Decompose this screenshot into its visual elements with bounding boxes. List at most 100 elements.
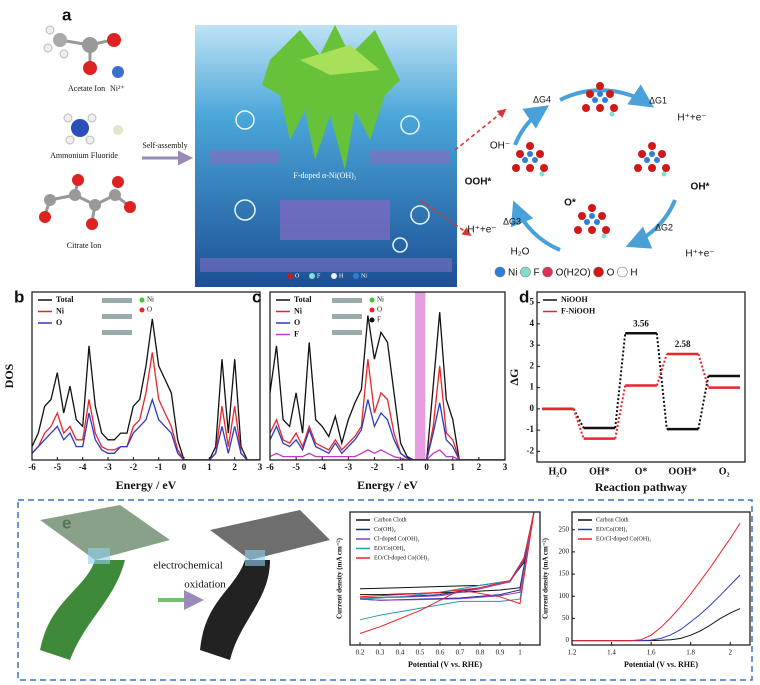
x-tick-label: -3: [104, 462, 112, 472]
caption: electrochemical: [153, 560, 223, 572]
atom: [606, 90, 614, 98]
atom: [634, 164, 642, 172]
atom: [527, 151, 533, 157]
x-tick-label: 3: [258, 462, 263, 472]
atom: [522, 157, 528, 163]
x-tick-label: 0.5: [416, 649, 425, 657]
atom: [609, 111, 615, 117]
panel-letter: c: [252, 287, 261, 306]
y-tick-label: 50: [562, 614, 570, 622]
species-label: H⁺+e⁻: [677, 113, 706, 124]
x-tick-label: 2: [232, 462, 237, 472]
legend-label: F: [317, 273, 321, 279]
arrow: [419, 199, 472, 237]
citrate-molecule: [39, 174, 136, 230]
inset-slab: [102, 298, 132, 303]
species-label: H⁺+e⁻: [685, 249, 714, 260]
species-label: H₂O: [511, 247, 530, 258]
y-axis-label: ΔG: [507, 369, 521, 386]
x-tick-label: -2: [371, 462, 379, 472]
panel-letter: a: [62, 5, 72, 24]
atom: [582, 104, 590, 112]
y-tick-label: 0: [566, 636, 570, 644]
legend-label: O: [295, 273, 300, 279]
species-label: O*: [564, 198, 576, 209]
molecule-label: Ammonium Fluoride: [50, 151, 118, 160]
y-tick-label: 4: [530, 318, 535, 328]
x-tick-label: O*: [635, 466, 648, 477]
series-line: [32, 397, 260, 460]
legend-label: Ni: [361, 273, 367, 279]
atom: [658, 150, 666, 158]
electrode-illustration: [40, 505, 330, 660]
legend-label: EO/Co(OH)₂: [596, 526, 627, 533]
x-tick-label: -4: [318, 462, 326, 472]
atom: [526, 164, 534, 172]
legend-label: EO/Cl-doped Co(OH)₂: [596, 535, 651, 542]
atom: [532, 157, 538, 163]
arrow: [454, 108, 507, 151]
legend-label: Carbon Cloth: [596, 517, 629, 523]
step-label: ΔG4: [533, 94, 551, 104]
atom: [610, 104, 618, 112]
x-tick-label: 1: [207, 462, 212, 472]
legend-swatch: [287, 273, 293, 279]
inset-slab: [102, 314, 132, 319]
step-label: ΔG1: [649, 95, 667, 105]
x-tick-label: O₂: [719, 466, 730, 477]
y-tick-label: 200: [559, 548, 570, 556]
atom: [540, 164, 548, 172]
x-tick-label: -6: [28, 462, 36, 472]
y-tick-label: 150: [559, 570, 570, 578]
atom: [662, 164, 670, 172]
legend-label: Total: [56, 295, 74, 304]
legend-label: EO/Co(OH)₂: [374, 545, 405, 552]
series-line: [359, 512, 535, 634]
x-tick-label: 3: [503, 462, 508, 472]
chart: 0.2 0.3 0.4 0.5 0.6 0.7 0.8 0.9 1 Carbon Cloth Co(…: [336, 511, 541, 669]
x-axis-label: Energy / eV: [357, 478, 418, 492]
y-tick-label: -1: [527, 424, 535, 434]
series-line: [572, 522, 741, 642]
species-label: OH*: [691, 182, 710, 193]
step-label: ΔG2: [655, 222, 673, 232]
y-tick-label: 100: [559, 592, 570, 600]
legend-label: Ni: [294, 306, 303, 315]
atom: [597, 91, 603, 97]
legend-label: O(H2O): [556, 268, 591, 279]
x-tick-label: 1.4: [607, 649, 616, 657]
ammonium-fluoride-molecule: [63, 113, 123, 145]
value-label: 2.58: [675, 339, 691, 349]
image-label: F-doped α-Ni(OH)₂: [293, 171, 356, 180]
legend-label: F: [533, 268, 539, 279]
x-tick-label: 0.4: [396, 649, 405, 657]
legend-swatch: [331, 273, 337, 279]
x-tick-label: 0.9: [496, 649, 505, 657]
connector: [697, 353, 710, 388]
x-tick-label: OH*: [589, 466, 610, 477]
legend-label: NiOOH: [561, 295, 588, 304]
legend-label: O: [294, 318, 300, 327]
plot-frame: [349, 511, 541, 646]
inset-dot: [139, 297, 145, 303]
series-line: [32, 318, 260, 460]
caption: oxidation: [184, 579, 226, 591]
legend-swatch: [542, 266, 553, 278]
acetate-molecule: [43, 25, 124, 78]
species-label: OH⁻: [490, 141, 510, 152]
plot-frame: [536, 291, 746, 463]
series-line: [270, 449, 505, 460]
y-tick-label: 3: [530, 339, 535, 349]
inset-slab: [332, 298, 362, 303]
atom: [596, 104, 604, 112]
chart: -6 -5 -4 -3 -2 -1 0 1 2 3 Total Ni O Ni Ob Energy / eV D…: [2, 287, 263, 491]
chart: -2 -1 0 1 2 3 4 5 H₂O OH* O* OOH* O₂ 3.56 2.58 NiOOH F-N…: [507, 287, 746, 494]
chart: 1.2 1.4 1.6 1.8 2 0 50 100 150 200 250 Carbon Cloth…: [542, 511, 751, 669]
inset-dot: [369, 317, 375, 323]
cluster-icons: [512, 82, 670, 239]
x-tick-label: 0.3: [376, 649, 385, 657]
image-legend: O F H Ni: [287, 273, 367, 279]
x-tick-label: 0.7: [456, 649, 465, 657]
inset-label: Ni: [377, 296, 384, 304]
